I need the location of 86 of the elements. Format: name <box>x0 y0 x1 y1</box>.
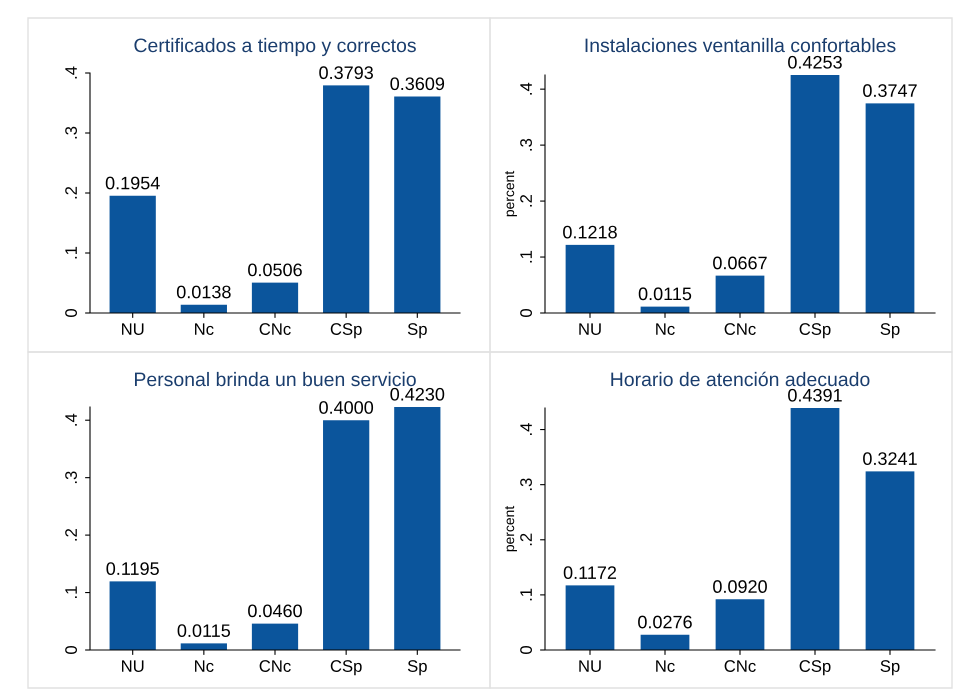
x-tick-label: Sp <box>408 323 427 338</box>
y-tick-label: .2 <box>520 194 532 207</box>
data-label: 0.0920 <box>713 580 767 593</box>
y-tick-label: .2 <box>65 186 77 198</box>
y-tick-label: .1 <box>65 246 77 258</box>
data-label: 0.1172 <box>564 566 616 580</box>
bar <box>394 96 440 313</box>
data-label: 0.1954 <box>106 176 160 190</box>
x-tick-label: Nc <box>656 660 675 672</box>
bar <box>252 624 298 650</box>
x-tick-label: CSp <box>800 660 831 676</box>
y-tick-label: 0 <box>65 646 77 654</box>
x-tick-label: Nc <box>195 323 214 335</box>
data-label: 0.4253 <box>788 56 842 69</box>
bar <box>790 75 840 313</box>
data-label: 0.0506 <box>248 264 302 276</box>
data-label: 0.4391 <box>788 388 842 402</box>
x-tick-label: NU <box>122 323 144 335</box>
bar <box>716 276 764 313</box>
y-tick-label: .3 <box>65 471 77 484</box>
y-tick-label: .2 <box>520 534 532 546</box>
y-tick-label: .1 <box>520 588 532 600</box>
bar <box>566 244 614 313</box>
y-tick-label: .3 <box>520 478 532 490</box>
y-tick-label: .1 <box>65 586 77 598</box>
bar <box>866 471 914 650</box>
x-tick-label: CSp <box>330 660 362 676</box>
x-tick-label: Sp <box>880 323 900 338</box>
x-tick-label: NU <box>579 323 601 335</box>
y-tick-label: 0 <box>520 646 532 654</box>
data-label: 0.1195 <box>106 562 159 576</box>
y-tick-label: .4 <box>65 66 77 78</box>
y-tick-label: .4 <box>520 82 532 95</box>
bar <box>110 581 156 650</box>
chart-title: Certificados a tiempo y correctos <box>134 38 416 56</box>
bar <box>790 408 840 650</box>
bar <box>180 643 227 650</box>
bar <box>323 85 370 313</box>
y-tick-label: .1 <box>520 250 532 262</box>
chart-title: Instalaciones ventanilla confortables <box>586 38 896 52</box>
data-label: 0.0115 <box>638 287 692 300</box>
data-label: 0.4230 <box>390 388 444 401</box>
x-tick-label: CNc <box>724 323 756 335</box>
x-tick-label: CSp <box>800 323 831 338</box>
data-label: 0.0276 <box>638 616 692 628</box>
x-tick-label: Sp <box>880 660 900 676</box>
data-label: 0.0667 <box>713 256 767 270</box>
data-label: 0.3747 <box>863 84 917 97</box>
bar <box>252 282 298 313</box>
x-tick-label: Sp <box>408 660 427 676</box>
y-tick-label: .4 <box>65 414 77 426</box>
chart-title: Horario de atención adecuado <box>611 372 870 386</box>
y-axis-title: percent <box>505 170 517 216</box>
bar <box>394 407 440 650</box>
x-tick-label: NU <box>579 660 601 672</box>
bar <box>323 420 370 650</box>
data-label: 0.3793 <box>319 66 373 80</box>
data-label: 0.0460 <box>248 604 302 618</box>
x-tick-label: NU <box>122 660 144 672</box>
bar <box>866 103 914 313</box>
data-label: 0.3609 <box>390 77 444 90</box>
y-tick-label: .4 <box>520 423 532 435</box>
x-tick-label: Nc <box>195 660 214 672</box>
y-tick-label: .3 <box>65 126 77 138</box>
bar <box>180 304 227 313</box>
y-tick-label: 0 <box>65 309 77 317</box>
x-tick-label: CNc <box>260 660 291 672</box>
bar <box>640 634 690 650</box>
x-tick-label: CNc <box>724 660 756 672</box>
x-tick-label: CSp <box>330 323 362 338</box>
y-tick-label: .2 <box>65 528 77 541</box>
y-tick-label: .3 <box>520 138 532 151</box>
y-axis-title: percent <box>505 506 517 552</box>
bar <box>110 196 156 313</box>
bar <box>566 585 614 650</box>
data-label: 0.0115 <box>178 624 230 638</box>
data-label: 0.3241 <box>863 452 917 466</box>
bar <box>716 599 764 650</box>
chart-title: Personal brinda un buen servicio <box>135 372 416 386</box>
data-label: 0.0138 <box>176 286 231 298</box>
y-tick-label: 0 <box>520 309 532 317</box>
bar <box>640 306 690 313</box>
data-label: 0.1218 <box>563 226 617 238</box>
x-tick-label: CNc <box>260 323 291 335</box>
data-label: 0.4000 <box>319 401 374 414</box>
x-tick-label: Nc <box>656 323 675 335</box>
